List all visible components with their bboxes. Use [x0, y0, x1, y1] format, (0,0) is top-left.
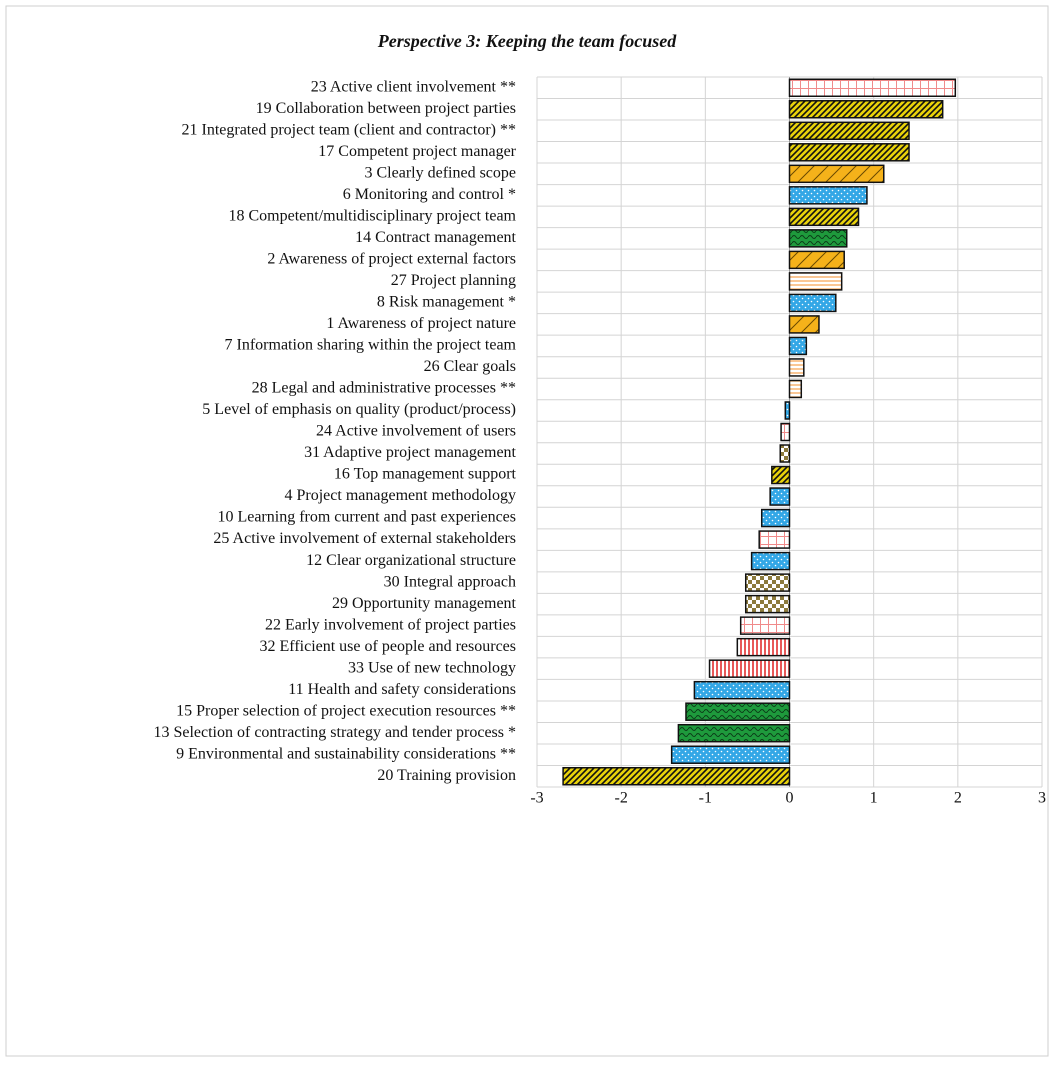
- bar: [788, 379, 803, 399]
- bar: [780, 422, 791, 442]
- x-tick-label: -1: [699, 790, 712, 807]
- bar: [788, 293, 837, 313]
- bar: [760, 508, 791, 528]
- bar: [788, 78, 957, 98]
- bar: [788, 186, 868, 205]
- bar: [693, 680, 791, 700]
- category-label: 3 Clearly defined scope: [365, 164, 517, 181]
- category-label: 28 Legal and administrative processes **: [252, 380, 516, 397]
- category-label: 25 Active involvement of external stakeh…: [213, 530, 516, 547]
- category-label: 26 Clear goals: [424, 358, 516, 375]
- bar: [739, 616, 791, 635]
- bar: [788, 336, 808, 356]
- chart-title: Perspective 3: Keeping the team focused: [377, 31, 677, 51]
- category-label: 16 Top management support: [334, 466, 517, 483]
- bar: [562, 766, 791, 786]
- bar: [758, 530, 791, 549]
- category-label: 27 Project planning: [391, 272, 516, 289]
- bar: [784, 401, 791, 420]
- bar: [771, 465, 791, 485]
- bar: [788, 164, 885, 184]
- x-tick-label: 3: [1038, 790, 1046, 807]
- category-label: 32 Efficient use of people and resources: [260, 638, 517, 655]
- bar: [708, 659, 791, 678]
- category-label: 8 Risk management *: [377, 294, 516, 311]
- bar: [788, 272, 843, 291]
- bar: [744, 573, 791, 592]
- bar: [769, 487, 791, 506]
- category-label: 24 Active involvement of users: [316, 423, 516, 440]
- category-label: 17 Competent project manager: [318, 143, 516, 160]
- category-label: 2 Awareness of project external factors: [267, 251, 516, 268]
- x-tick-label: -3: [530, 790, 543, 807]
- category-label: 18 Competent/multidisciplinary project t…: [229, 208, 517, 225]
- bar: [677, 723, 791, 743]
- category-label: 15 Proper selection of project execution…: [176, 702, 516, 719]
- bar: [788, 207, 860, 227]
- bar: [788, 143, 910, 162]
- bar: [788, 315, 820, 334]
- bar: [736, 637, 791, 657]
- x-tick-label: 0: [786, 790, 794, 807]
- category-label: 19 Collaboration between project parties: [256, 100, 516, 117]
- x-tick-label: 2: [954, 790, 962, 807]
- x-tick-label: -2: [615, 790, 628, 807]
- category-label: 33 Use of new technology: [348, 659, 516, 676]
- bar: [788, 121, 910, 141]
- category-label: 1 Awareness of project nature: [326, 315, 516, 332]
- bar: [788, 358, 805, 377]
- category-label: 31 Adaptive project management: [304, 444, 516, 461]
- category-label: 7 Information sharing within the project…: [225, 337, 517, 354]
- category-label: 6 Monitoring and control *: [343, 186, 516, 203]
- bar: [685, 702, 791, 721]
- bar: [750, 551, 791, 571]
- category-label: 29 Opportunity management: [332, 595, 517, 612]
- category-label: 10 Learning from current and past experi…: [217, 509, 516, 526]
- bar: [788, 250, 845, 270]
- category-label: 5 Level of emphasis on quality (product/…: [202, 401, 516, 418]
- bar: [788, 100, 944, 119]
- category-label: 23 Active client involvement **: [311, 78, 516, 95]
- category-label: 14 Contract management: [355, 229, 516, 246]
- category-label: 9 Environmental and sustainability consi…: [176, 745, 516, 762]
- bar: [670, 745, 791, 764]
- chart-border: [5, 5, 1049, 1057]
- category-label: 4 Project management methodology: [285, 487, 517, 504]
- category-label: 22 Early involvement of project parties: [265, 616, 516, 633]
- bar: [744, 594, 791, 614]
- category-label: 30 Integral approach: [384, 573, 516, 590]
- bar: [779, 444, 791, 463]
- category-label: 12 Clear organizational structure: [306, 552, 516, 569]
- category-label: 11 Health and safety considerations: [288, 681, 516, 698]
- category-label: 13 Selection of contracting strategy and…: [153, 724, 516, 741]
- x-tick-label: 1: [870, 790, 878, 807]
- bar: [788, 229, 848, 248]
- category-label: 20 Training provision: [377, 767, 516, 784]
- category-label: 21 Integrated project team (client and c…: [181, 121, 516, 138]
